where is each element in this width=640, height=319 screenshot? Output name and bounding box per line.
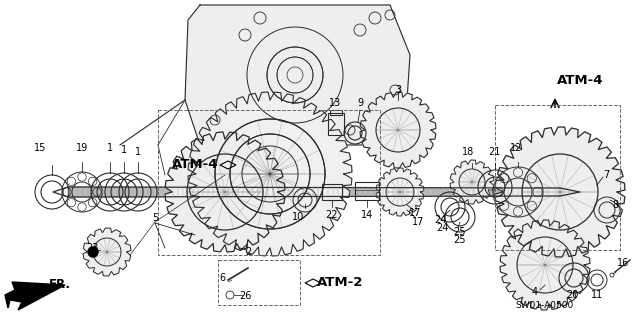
Text: 14: 14 — [361, 210, 373, 220]
Text: 12: 12 — [510, 143, 522, 153]
Text: 16: 16 — [617, 258, 629, 268]
Text: 18: 18 — [462, 147, 474, 157]
Polygon shape — [376, 168, 424, 216]
Polygon shape — [185, 5, 410, 145]
Text: 15: 15 — [34, 143, 46, 153]
Circle shape — [88, 247, 98, 257]
Polygon shape — [5, 282, 65, 310]
Text: FR.: FR. — [49, 278, 71, 291]
Polygon shape — [450, 160, 494, 204]
Bar — [328, 113, 344, 135]
Polygon shape — [165, 132, 285, 252]
Bar — [218, 260, 300, 305]
Bar — [355, 182, 379, 200]
Text: ATM-4: ATM-4 — [557, 73, 604, 86]
Text: 20: 20 — [566, 290, 578, 300]
Text: 17: 17 — [412, 217, 424, 227]
Text: 5: 5 — [152, 213, 158, 223]
Text: 10: 10 — [292, 212, 304, 222]
Polygon shape — [188, 92, 352, 256]
Text: 21: 21 — [488, 147, 500, 157]
Text: 24: 24 — [434, 215, 446, 225]
Text: 3: 3 — [395, 85, 401, 95]
Text: 8: 8 — [612, 200, 618, 210]
Text: 17: 17 — [409, 208, 421, 218]
Bar — [158, 110, 380, 255]
Text: SW01-A0500: SW01-A0500 — [515, 300, 573, 309]
Text: 22: 22 — [326, 210, 339, 220]
Text: 2: 2 — [245, 247, 251, 257]
Bar — [330, 110, 342, 115]
Text: 19: 19 — [76, 143, 88, 153]
Polygon shape — [500, 220, 590, 310]
Text: 13: 13 — [329, 98, 341, 108]
Text: 24: 24 — [436, 223, 448, 233]
Bar — [322, 184, 342, 200]
Text: 7: 7 — [603, 170, 609, 180]
Text: 1: 1 — [107, 143, 113, 153]
Text: ATM-2: ATM-2 — [317, 277, 363, 290]
Text: 9: 9 — [357, 98, 363, 108]
Polygon shape — [68, 187, 560, 197]
Text: 1: 1 — [135, 147, 141, 157]
Text: 25: 25 — [454, 227, 467, 237]
Polygon shape — [83, 228, 131, 276]
Text: 1: 1 — [121, 145, 127, 155]
Text: 4: 4 — [532, 287, 538, 297]
Polygon shape — [495, 127, 625, 257]
Text: 6: 6 — [219, 273, 225, 283]
Bar — [495, 105, 620, 250]
Text: 26: 26 — [239, 291, 251, 301]
Text: 23: 23 — [86, 243, 98, 253]
Text: 25: 25 — [454, 235, 467, 245]
Text: 11: 11 — [591, 290, 603, 300]
Text: ATM-4: ATM-4 — [172, 159, 218, 172]
Polygon shape — [360, 92, 436, 168]
